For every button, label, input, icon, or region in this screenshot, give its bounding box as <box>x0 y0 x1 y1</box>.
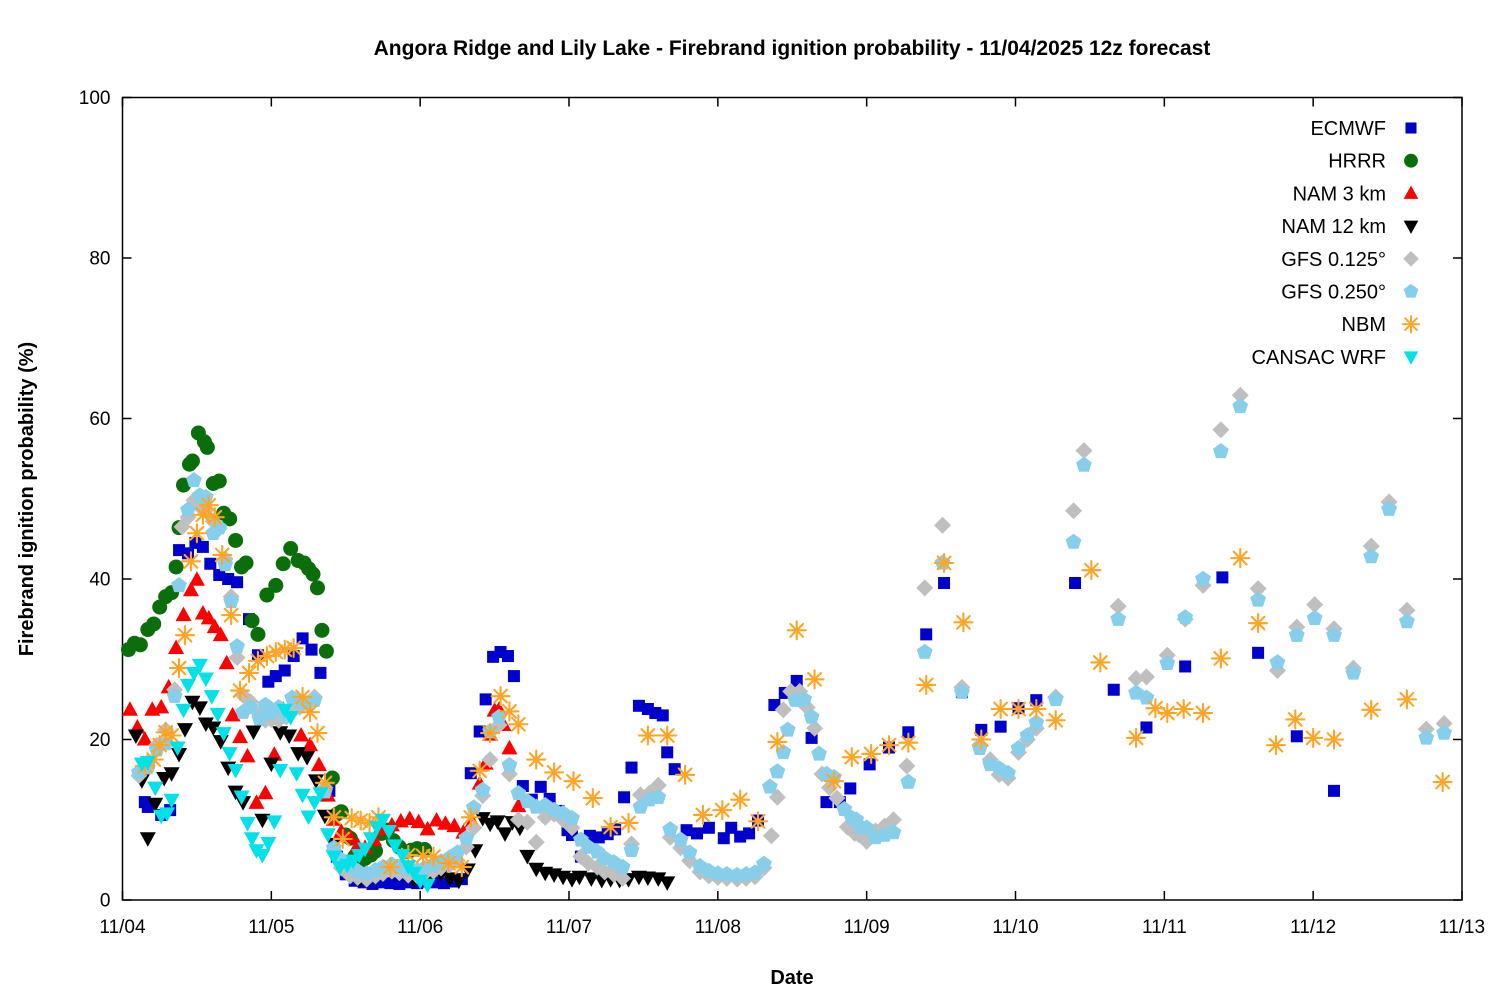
legend-marker-cansac-wrf-icon <box>1403 351 1419 365</box>
plot-area: 11/04 11/05 11/06 11/07 11/08 11/09 11/10 11/11… <box>79 88 1485 938</box>
legend-marker-nam-3-km-icon <box>1403 185 1419 199</box>
y-tick-label-40: 40 <box>89 570 110 591</box>
x-tick-label-11/12: 11/12 <box>1290 917 1336 938</box>
legend-marker-gfs-0-250-icon <box>1403 283 1419 298</box>
legend-label-cansac-wrf: CANSAC WRF <box>1252 347 1386 369</box>
x-tick-label-11/11: 11/11 <box>1142 917 1187 938</box>
y-axis-label: Firebrand ignition probability (%) <box>16 342 38 656</box>
legend-item-ecmwf: ECMWF <box>1310 118 1417 140</box>
chart-title: Angora Ridge and Lily Lake - Firebrand i… <box>374 37 1211 60</box>
series-nbm <box>134 495 1453 878</box>
y-tick-label-100: 100 <box>79 88 111 109</box>
series-hrrr <box>120 425 433 871</box>
x-tick-label-11/06: 11/06 <box>397 917 443 938</box>
legend-label-nbm: NBM <box>1342 314 1386 336</box>
legend-item-nam-12-km: NAM 12 km <box>1282 216 1419 238</box>
x-tick-label-11/09: 11/09 <box>844 917 890 938</box>
legend-marker-ecmwf-icon <box>1405 122 1417 134</box>
plot-border <box>121 96 1463 901</box>
x-tick-label-11/05: 11/05 <box>248 917 294 938</box>
legend-item-cansac-wrf: CANSAC WRF <box>1252 347 1419 369</box>
axis-ticks: 11/04 11/05 11/06 11/07 11/08 11/09 11/10 11/11… <box>79 88 1485 938</box>
legend-marker-hrrr-icon <box>1404 153 1418 168</box>
legend-item-nbm: NBM <box>1342 314 1421 336</box>
x-tick-label-11/13: 11/13 <box>1439 917 1485 938</box>
x-tick-label-11/04: 11/04 <box>99 917 146 938</box>
legend-label-ecmwf: ECMWF <box>1310 118 1386 140</box>
legend-item-gfs-0-250: GFS 0.250° <box>1281 282 1419 304</box>
legend-item-hrrr: HRRR <box>1328 151 1418 173</box>
y-tick-label-0: 0 <box>100 891 111 912</box>
legend: ECMWF HRRR NAM 3 km NAM 12 km GFS 0.125° GFS … <box>1252 118 1421 369</box>
legend-label-hrrr: HRRR <box>1328 151 1386 173</box>
legend-marker-nam-12-km-icon <box>1403 220 1419 234</box>
legend-label-gfs-0-125: GFS 0.125° <box>1281 249 1386 271</box>
legend-item-nam-3-km: NAM 3 km <box>1293 183 1419 205</box>
legend-label-nam-3-km: NAM 3 km <box>1293 183 1386 205</box>
legend-marker-nbm-icon <box>1401 314 1421 334</box>
series-gfs-0-250 <box>130 398 1453 882</box>
x-tick-label-11/07: 11/07 <box>546 917 592 938</box>
y-tick-label-60: 60 <box>89 409 110 430</box>
legend-marker-gfs-0-125-icon <box>1403 250 1419 267</box>
legend-item-gfs-0-125: GFS 0.125° <box>1281 249 1419 271</box>
y-tick-label-20: 20 <box>89 730 110 751</box>
legend-label-nam-12-km: NAM 12 km <box>1282 216 1386 238</box>
series-cansac-wrf <box>133 658 436 894</box>
legend-label-gfs-0-250: GFS 0.250° <box>1281 282 1386 304</box>
y-tick-label-80: 80 <box>89 249 110 270</box>
x-tick-label-11/10: 11/10 <box>992 917 1038 938</box>
x-tick-label-11/08: 11/08 <box>695 917 741 938</box>
x-axis-label: Date <box>770 967 813 989</box>
